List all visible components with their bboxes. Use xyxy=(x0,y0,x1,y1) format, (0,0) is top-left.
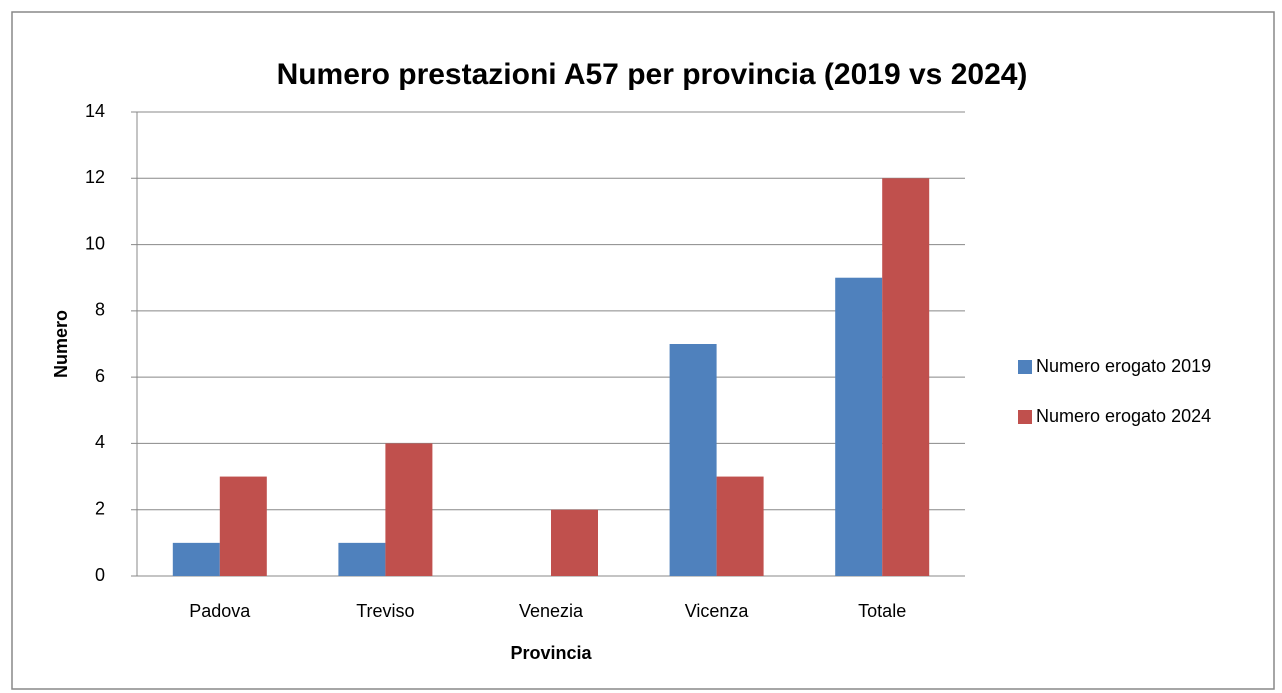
bar xyxy=(172,542,220,576)
y-tick-label: 10 xyxy=(85,233,105,253)
y-tick-label: 2 xyxy=(95,498,105,518)
bar xyxy=(882,178,930,577)
y-tick-label: 0 xyxy=(95,565,105,585)
chart-title: Numero prestazioni A57 per provincia (20… xyxy=(277,58,1028,91)
y-tick-label: 8 xyxy=(95,300,105,320)
bar xyxy=(385,443,433,576)
legend-label: Numero erogato 2019 xyxy=(1036,356,1211,376)
x-tick-label: Vicenza xyxy=(685,601,750,621)
bar xyxy=(716,476,764,576)
x-tick-label: Totale xyxy=(858,601,906,621)
legend-swatch xyxy=(1018,410,1032,424)
y-tick-label: 6 xyxy=(95,366,105,386)
y-tick-label: 14 xyxy=(85,101,105,121)
legend-label: Numero erogato 2024 xyxy=(1036,406,1211,426)
y-axis-label: Numero xyxy=(51,310,71,378)
x-tick-label: Venezia xyxy=(519,601,584,621)
bar xyxy=(551,509,598,576)
x-axis-label: Provincia xyxy=(510,643,592,663)
legend-swatch xyxy=(1018,360,1032,374)
bar xyxy=(219,476,267,576)
y-tick-label: 12 xyxy=(85,167,105,187)
bar xyxy=(338,542,386,576)
bar xyxy=(835,277,883,576)
chart-frame xyxy=(11,11,1275,690)
x-tick-label: Padova xyxy=(189,601,251,621)
x-tick-label: Treviso xyxy=(356,601,414,621)
y-tick-label: 4 xyxy=(95,432,105,452)
bar xyxy=(669,344,717,576)
